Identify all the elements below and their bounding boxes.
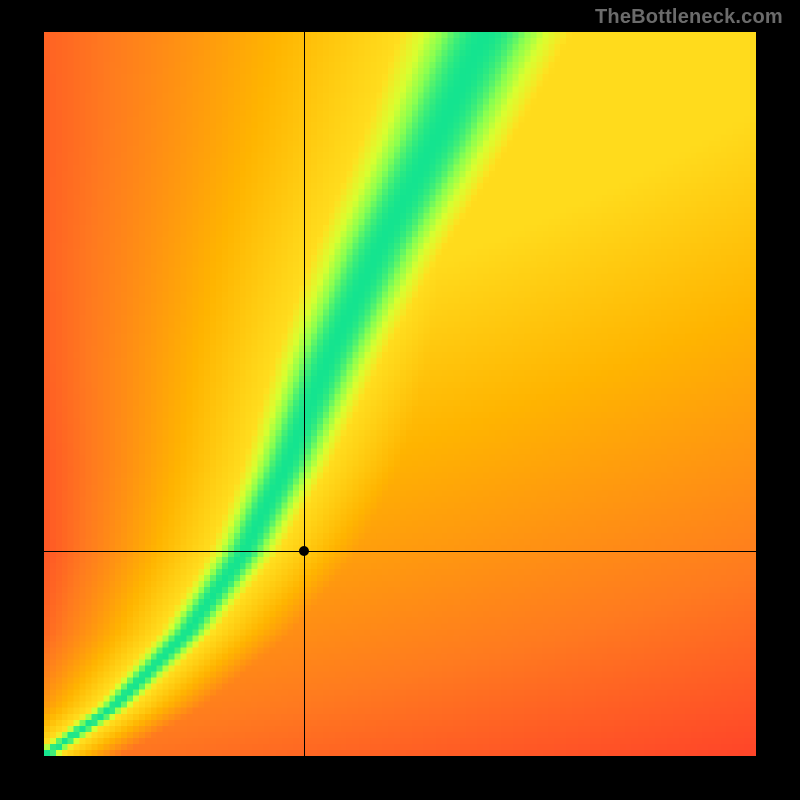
chart-root: TheBottleneck.com (0, 0, 800, 800)
source-watermark: TheBottleneck.com (595, 6, 783, 29)
bottleneck-heatmap (44, 32, 756, 756)
crosshair-vertical (304, 32, 305, 756)
crosshair-marker (299, 546, 309, 556)
crosshair-horizontal (44, 551, 756, 552)
